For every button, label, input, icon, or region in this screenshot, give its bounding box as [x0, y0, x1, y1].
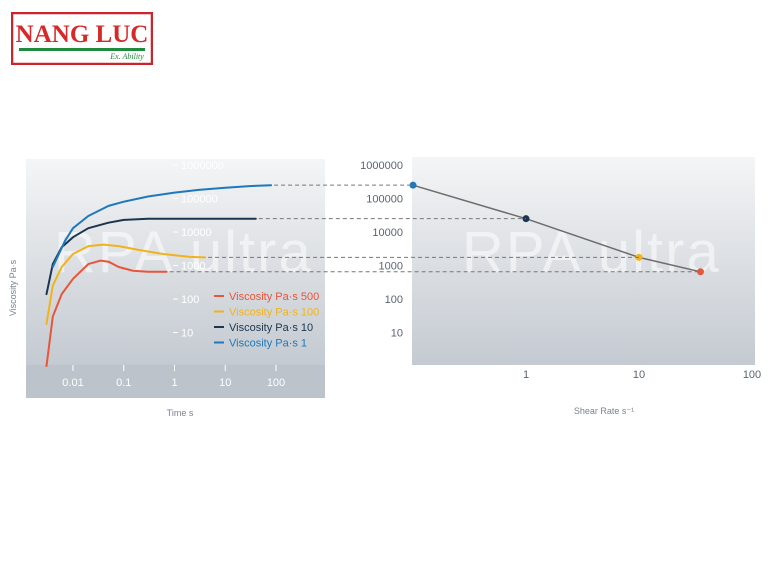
right-plot-area	[412, 157, 755, 365]
right-y-tick-label: 100	[385, 294, 403, 306]
logo-underline	[19, 48, 145, 51]
right-y-tick-label: 1000	[379, 261, 403, 273]
data-point-4	[696, 268, 704, 276]
right-y-tick-label: 10	[391, 328, 403, 340]
left-y-tick-label: 10	[181, 328, 193, 340]
legend: Viscosity Pa·s 500 Viscosity Pa·s 100 Visc…	[214, 291, 319, 350]
right-x-tick-label: 100	[743, 369, 761, 381]
left-y-axis-title: Viscosity Pa·s	[8, 259, 18, 316]
left-x-tick-label: 0.01	[62, 377, 83, 389]
left-x-axis-band	[26, 365, 325, 398]
left-x-tick-label: 1	[171, 377, 177, 389]
left-watermark: RPA ultra	[54, 220, 313, 285]
series-line-2	[45, 243, 207, 325]
left-y-tick-label: 1000	[181, 261, 205, 273]
left-y-tick-label: 100000	[181, 194, 218, 206]
left-chart: RPA ultra 0.01 0.1 1 10 100 1000000 100000 1000…	[8, 159, 325, 418]
left-y-tick-label: 10000	[181, 227, 212, 239]
left-y-tick-label: 100	[181, 294, 199, 306]
right-y-tick-label: 100000	[366, 194, 403, 206]
legend-entry: Viscosity Pa·s 10	[229, 322, 313, 334]
legend-entry: Viscosity Pa·s 500	[229, 291, 319, 303]
left-x-tick-label: 100	[267, 377, 285, 389]
logo-frame	[11, 12, 153, 65]
brand-logo: NANG LUC Ex. Ability	[11, 12, 153, 65]
right-x-tick-label: 1	[523, 369, 529, 381]
right-watermark: RPA ultra	[462, 220, 721, 285]
legend-entry: Viscosity Pa·s 1	[229, 338, 307, 350]
right-x-axis-title: Shear Rate s⁻¹	[574, 406, 634, 416]
connector-lines	[169, 184, 701, 273]
right-x-tick-label: 10	[633, 369, 645, 381]
right-y-tick-label: 10000	[372, 227, 403, 239]
right-y-tick-label: 1000000	[360, 160, 403, 172]
left-y-tick-label: 1000000	[181, 160, 224, 172]
data-point-1	[409, 181, 417, 189]
logo-name: NANG LUC	[16, 21, 149, 48]
series-line-1	[45, 259, 168, 367]
left-x-axis-title: Time s	[167, 408, 194, 418]
right-chart: RPA ultra 1 10 100 1000000 100000 10000 1000 10…	[360, 157, 761, 416]
logo-tagline: Ex. Ability	[109, 52, 144, 61]
trend-line	[412, 184, 701, 273]
legend-entry: Viscosity Pa·s 100	[229, 307, 319, 319]
left-x-tick-label: 10	[219, 377, 231, 389]
left-x-tick-label: 0.1	[116, 377, 131, 389]
series-line-4	[51, 184, 273, 268]
